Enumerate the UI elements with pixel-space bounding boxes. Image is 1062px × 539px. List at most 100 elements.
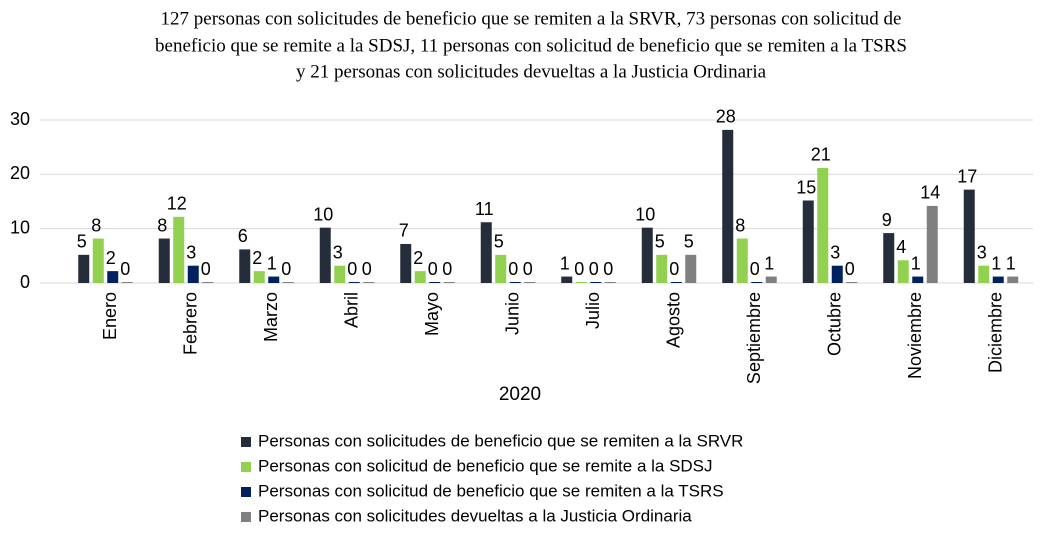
bar	[239, 249, 251, 283]
x-tick-label: Abril	[342, 292, 362, 328]
bar	[883, 233, 895, 283]
value-label: 0	[442, 259, 452, 279]
bar	[641, 227, 653, 283]
x-tick-label: Septiembre	[744, 292, 764, 384]
x-tick-label: Marzo	[261, 292, 281, 342]
bar	[480, 222, 492, 283]
bar	[992, 276, 1004, 283]
value-label: 1	[267, 253, 277, 273]
value-label: 2	[252, 248, 262, 268]
value-label: 1	[991, 253, 1001, 273]
value-label: 5	[494, 232, 504, 252]
bar	[817, 167, 829, 283]
bar	[736, 238, 748, 283]
value-label: 2	[106, 248, 116, 268]
x-tick-label: Agosto	[664, 292, 684, 348]
value-label: 0	[347, 259, 357, 279]
bar	[575, 282, 587, 283]
value-label: 0	[574, 259, 584, 279]
x-tick-label: Diciembre	[986, 292, 1006, 373]
chart-title: y 21 personas con solicitudes devueltas …	[296, 61, 767, 82]
y-tick-label: 30	[10, 109, 30, 129]
bar	[400, 243, 412, 283]
legend-label: Personas con solicitud de beneficio que …	[258, 456, 713, 475]
value-label: 0	[750, 259, 760, 279]
bar	[121, 282, 133, 283]
value-label: 0	[845, 259, 855, 279]
legend-label: Personas con solicitud de beneficio que …	[258, 481, 724, 500]
value-label: 2	[413, 248, 423, 268]
bar	[524, 282, 536, 283]
bar	[926, 205, 938, 283]
bar	[590, 282, 602, 283]
value-label: 6	[238, 226, 248, 246]
value-label: 3	[830, 242, 840, 262]
value-label: 1	[911, 253, 921, 273]
value-label: 0	[120, 259, 130, 279]
value-label: 0	[669, 259, 679, 279]
bar	[107, 271, 119, 283]
value-label: 1	[560, 253, 570, 273]
value-label: 0	[603, 259, 613, 279]
bar	[722, 129, 734, 283]
bar	[846, 282, 858, 283]
value-label: 5	[684, 232, 694, 252]
x-tick-label: Febrero	[181, 292, 201, 355]
value-label: 5	[655, 232, 665, 252]
x-tick-label: Enero	[100, 292, 120, 340]
bar	[656, 254, 668, 283]
y-tick-label: 10	[10, 217, 30, 237]
value-label: 9	[882, 210, 892, 230]
legend-swatch	[241, 437, 251, 447]
bar	[268, 276, 280, 283]
value-label: 0	[201, 259, 211, 279]
value-label: 0	[428, 259, 438, 279]
bar	[604, 282, 616, 283]
bar	[670, 282, 682, 283]
value-label: 21	[811, 145, 831, 165]
value-label: 3	[333, 242, 343, 262]
bar	[831, 265, 843, 283]
legend-swatch	[241, 462, 251, 472]
value-label: 14	[920, 183, 940, 203]
bar	[92, 238, 104, 283]
bar	[561, 276, 573, 283]
value-label: 1	[1006, 253, 1016, 273]
bar	[334, 265, 346, 283]
value-label: 10	[635, 204, 655, 224]
value-label: 5	[77, 232, 87, 252]
y-tick-label: 20	[10, 163, 30, 183]
bar	[765, 276, 777, 283]
value-label: 3	[977, 242, 987, 262]
chart-title: beneficio que se remite a la SDSJ, 11 pe…	[155, 35, 907, 56]
x-tick-label: Mayo	[422, 292, 442, 336]
bar	[363, 282, 375, 283]
bar	[1007, 276, 1019, 283]
bar	[429, 282, 441, 283]
legend-label: Personas con solicitudes de beneficio qu…	[258, 431, 743, 450]
value-label: 15	[796, 177, 816, 197]
x-tick-label: Octubre	[825, 292, 845, 356]
bar	[414, 271, 426, 283]
legend-label: Personas con solicitudes devueltas a la …	[258, 506, 692, 525]
bar	[173, 216, 185, 283]
bar	[978, 265, 990, 283]
bar	[685, 254, 697, 283]
value-label: 0	[589, 259, 599, 279]
bar	[802, 200, 814, 283]
value-label: 17	[957, 166, 977, 186]
value-label: 10	[313, 204, 333, 224]
bar	[187, 265, 199, 283]
legend-swatch	[241, 512, 251, 522]
bar	[443, 282, 455, 283]
value-label: 0	[281, 259, 291, 279]
x-axis-title: 2020	[499, 384, 541, 405]
bar	[912, 276, 924, 283]
bar	[253, 271, 265, 283]
legend-swatch	[241, 487, 251, 497]
value-label: 1	[764, 253, 774, 273]
bar	[897, 260, 909, 283]
value-label: 7	[399, 221, 409, 241]
value-label: 8	[91, 215, 101, 235]
